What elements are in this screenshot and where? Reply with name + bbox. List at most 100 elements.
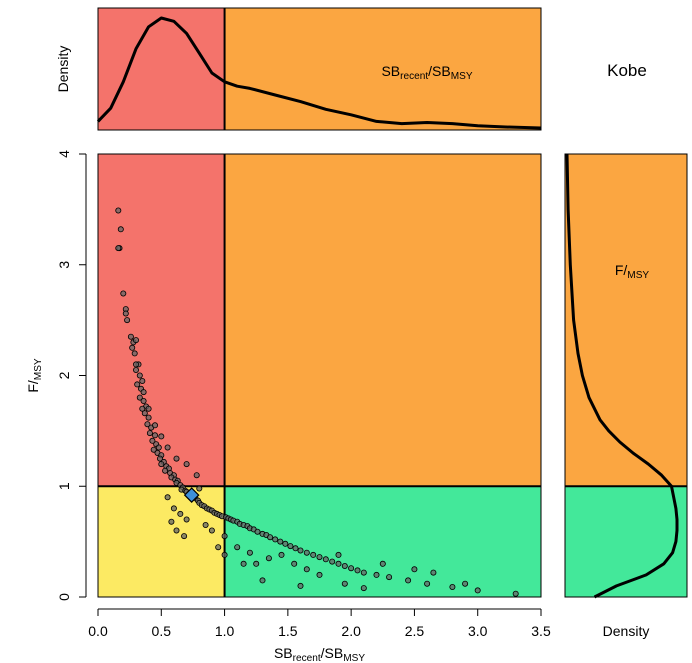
- chart-title: Kobe: [607, 61, 647, 80]
- scatter-point: [360, 585, 367, 592]
- scatter-point: [278, 551, 285, 558]
- top-density-panel: Density SBrecent/SBMSY: [55, 7, 542, 131]
- scatter-point: [386, 574, 393, 581]
- scatter-point: [316, 554, 323, 561]
- rlabel-sub: MSY: [627, 270, 649, 281]
- label-slash: /: [428, 63, 432, 79]
- top-density-axis-label: Density: [55, 46, 71, 93]
- scatter-point: [115, 245, 122, 252]
- scatter-point: [277, 538, 284, 545]
- scatter-point: [259, 577, 266, 584]
- x-tick-label: 3.5: [531, 623, 551, 639]
- ylabel-slash: /: [25, 380, 41, 384]
- scatter-point: [183, 516, 190, 523]
- scatter-point: [221, 551, 228, 558]
- ylabel-base: F: [25, 384, 41, 393]
- quadrant-overfished: [98, 486, 225, 597]
- scatter-point: [146, 430, 153, 437]
- scatter-point: [117, 226, 124, 233]
- x-tick-label: 1.5: [278, 623, 298, 639]
- scatter-point: [411, 566, 418, 573]
- scatter-point: [329, 558, 336, 565]
- scatter-point: [291, 560, 298, 567]
- x-tick-label: 3.0: [468, 623, 488, 639]
- scatter-point: [348, 565, 355, 572]
- scatter-point: [341, 580, 348, 587]
- scatter-point: [132, 366, 139, 373]
- scatter-point: [139, 405, 146, 412]
- scatter-point: [449, 584, 456, 591]
- scatter-point: [303, 566, 310, 573]
- scatter-point: [221, 533, 228, 540]
- scatter-point: [316, 571, 323, 578]
- scatter-point: [151, 422, 158, 429]
- right-density-curve: [565, 153, 679, 599]
- right-density-panel: Density F/MSY: [564, 153, 688, 639]
- scatter-point: [120, 290, 127, 297]
- x-tick-label: 0.0: [88, 623, 108, 639]
- scatter-point: [177, 510, 184, 517]
- scatter-point: [144, 421, 151, 428]
- scatter-point: [193, 472, 200, 479]
- x-tick-label: 0.5: [152, 623, 172, 639]
- scatter-point: [141, 410, 148, 417]
- right-density-series-label: F/MSY: [615, 262, 650, 281]
- x-axis: 0.0 0.5 1.0 1.5 2.0 2.5 3.0 3.5: [88, 608, 551, 639]
- scatter-point: [181, 533, 188, 540]
- right-panel-frame: [564, 153, 688, 598]
- xlabel-slash: /: [321, 645, 325, 661]
- scatter-point: [158, 461, 165, 468]
- scatter-point: [208, 527, 215, 534]
- x-tick-label: 2.5: [405, 623, 425, 639]
- scatter-point: [151, 432, 158, 439]
- x-tick-label: 1.0: [215, 623, 235, 639]
- scatter-point: [164, 494, 171, 501]
- scatter-point: [303, 549, 310, 556]
- quadrant-healthy: [224, 486, 542, 597]
- scatter-point: [253, 560, 260, 567]
- scatter-point: [287, 543, 294, 550]
- xlabel-base: SB: [274, 645, 293, 661]
- scatter-point: [122, 310, 129, 317]
- rlabel-slash: /: [623, 262, 627, 278]
- xlabel-sub1: recent: [293, 653, 321, 663]
- scatter-point: [322, 556, 329, 563]
- scatter-point: [430, 569, 437, 576]
- y-axis: 0 1 2 3 4: [56, 150, 87, 601]
- scatter-point: [145, 414, 152, 421]
- scatter-point: [168, 518, 175, 525]
- scatter-point: [164, 444, 171, 451]
- scatter-point: [335, 560, 342, 567]
- scatter-point: [373, 571, 380, 578]
- main-panel-frame: [97, 153, 542, 598]
- right-panel-green-region: [565, 486, 687, 597]
- scatter-point: [474, 587, 481, 594]
- scatter-point: [272, 536, 279, 543]
- y-tick-label: 3: [56, 261, 72, 269]
- scatter-point: [267, 534, 274, 541]
- scatter-point: [183, 461, 190, 468]
- top-panel-red-region: [98, 8, 225, 130]
- y-tick-label: 1: [56, 482, 72, 490]
- scatter-point: [297, 547, 304, 554]
- y-tick-label: 2: [56, 371, 72, 379]
- x-axis-label: SBrecent/SBMSY: [274, 645, 365, 663]
- scatter-point: [170, 505, 177, 512]
- scatter-point: [140, 397, 147, 404]
- scatter-point: [149, 437, 156, 444]
- scatter-point: [297, 582, 304, 589]
- scatter-point: [254, 528, 261, 535]
- top-density-series-label: SBrecent/SBMSY: [381, 63, 472, 82]
- quadrant-overfishing: [224, 154, 542, 487]
- scatter-point: [131, 350, 138, 357]
- scatter-point: [282, 540, 289, 547]
- scatter-point: [196, 485, 203, 492]
- scatter-point: [360, 569, 367, 576]
- scatter-point: [155, 444, 162, 451]
- scatter-point: [115, 207, 122, 214]
- scatter-point: [335, 551, 342, 558]
- scatter-point: [292, 545, 299, 552]
- scatter-point: [234, 544, 241, 551]
